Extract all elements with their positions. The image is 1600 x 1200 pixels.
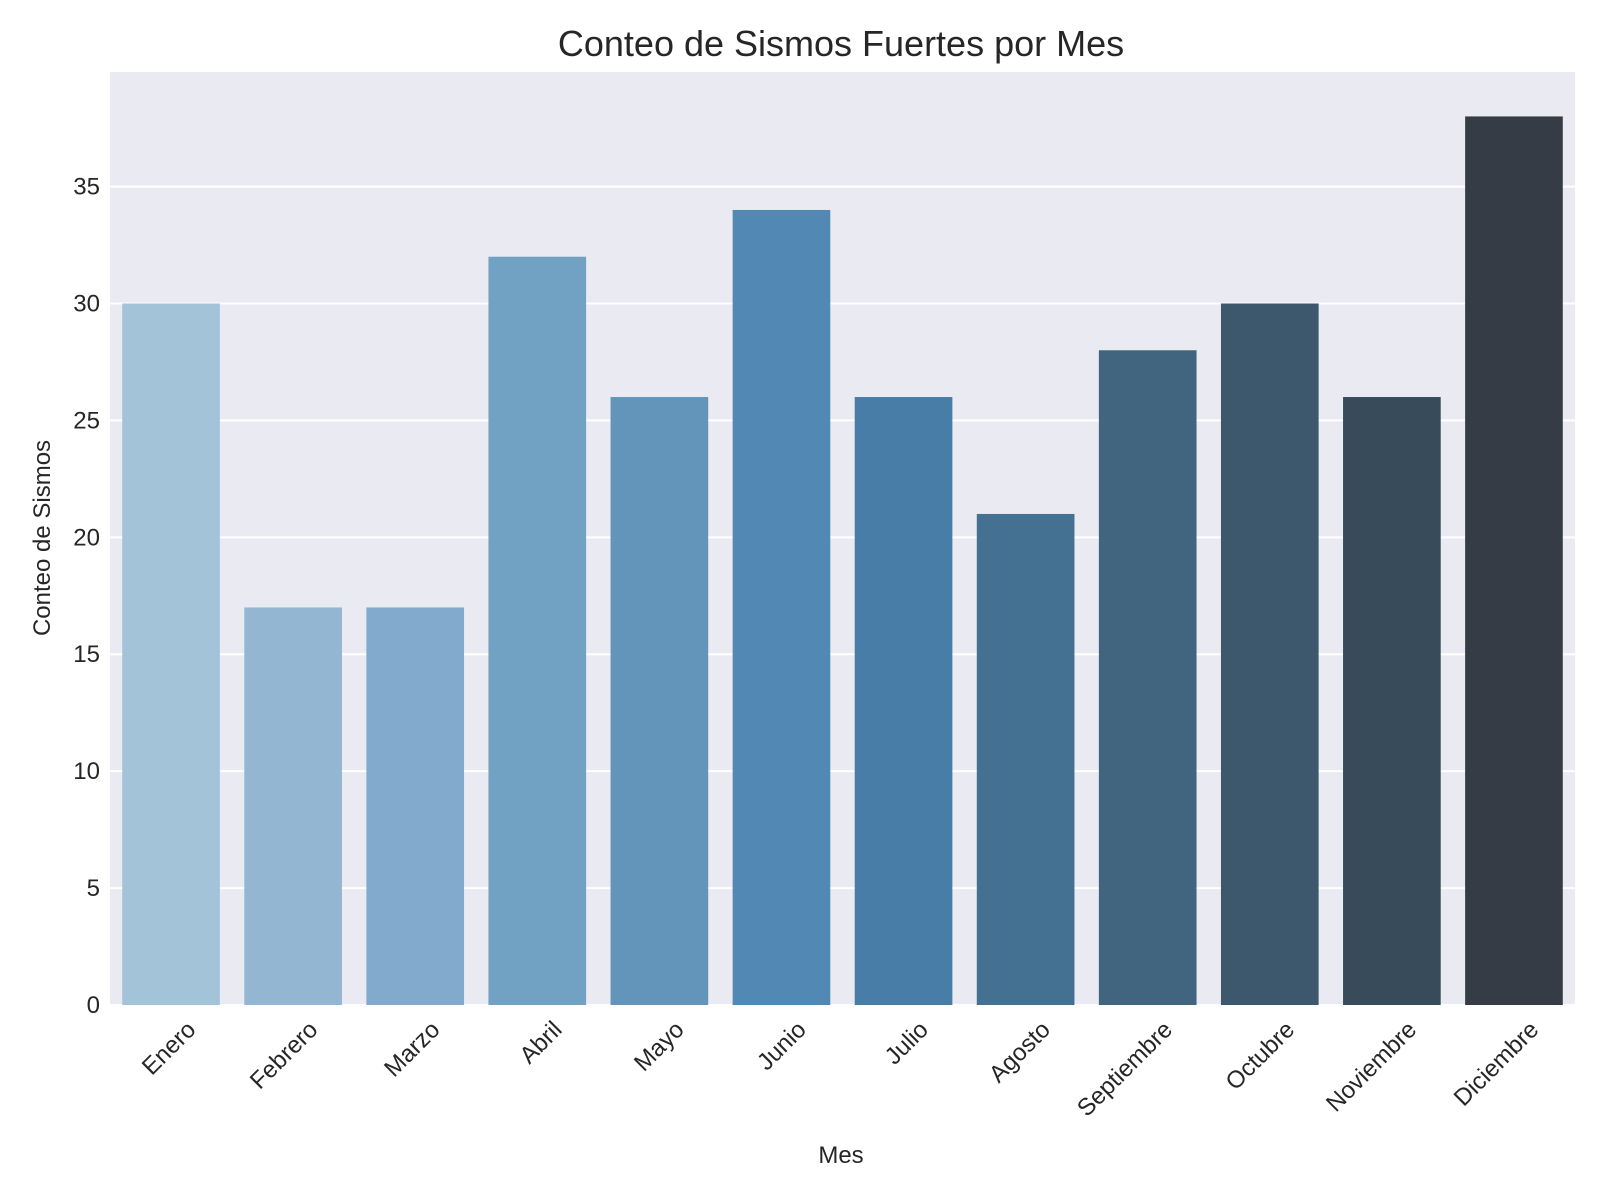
x-tick-label: Octubre [1221,1016,1300,1095]
x-tick-label: Marzo [379,1016,445,1082]
bar-marzo [366,607,465,1005]
x-tick-label: Septiembre [1072,1016,1178,1122]
bar-diciembre [1465,116,1563,1005]
x-tick-label: Agosto [984,1016,1056,1088]
x-tick-label: Diciembre [1449,1016,1544,1111]
y-tick-label: 10 [73,758,100,785]
y-tick-labels: 0 5 10 15 20 25 30 35 [73,174,100,1019]
y-tick-label: 5 [87,875,100,902]
x-tick-label: Abril [514,1016,567,1069]
bar-octubre [1220,303,1319,1006]
chart-title: Conteo de Sismos Fuertes por Mes [558,23,1124,64]
x-tick-labels: Enero Febrero Marzo Abril Mayo Junio Julio Agos… [137,1016,1544,1122]
x-tick-label: Junio [752,1016,812,1076]
x-tick-label: Mayo [629,1016,690,1077]
y-tick-label: 35 [73,174,100,201]
bar-julio [854,397,953,1005]
y-axis-label: Conteo de Sismos [29,440,56,636]
plot-area [110,72,1575,1005]
y-tick-label: 15 [73,641,100,668]
bar-agosto [976,513,1075,1005]
x-tick-label: Noviembre [1321,1016,1422,1117]
y-tick-label: 20 [73,524,100,551]
bar-enero [122,303,220,1006]
x-tick-label: Febrero [245,1016,324,1095]
bar-noviembre [1343,397,1441,1005]
x-tick-label: Julio [880,1016,934,1070]
y-grid-lines [110,185,1575,1006]
bar-series [122,116,1563,1006]
y-tick-label: 30 [73,290,100,317]
y-tick-label: 25 [73,407,100,434]
y-tick-label: 0 [87,992,100,1019]
bar-junio [732,209,831,1005]
x-tick-label: Enero [137,1016,201,1080]
bar-febrero [244,607,342,1005]
bar-mayo [610,397,709,1005]
x-axis-label: Mes [818,1142,863,1169]
bar-septiembre [1098,350,1197,1005]
bar-abril [488,256,587,1005]
